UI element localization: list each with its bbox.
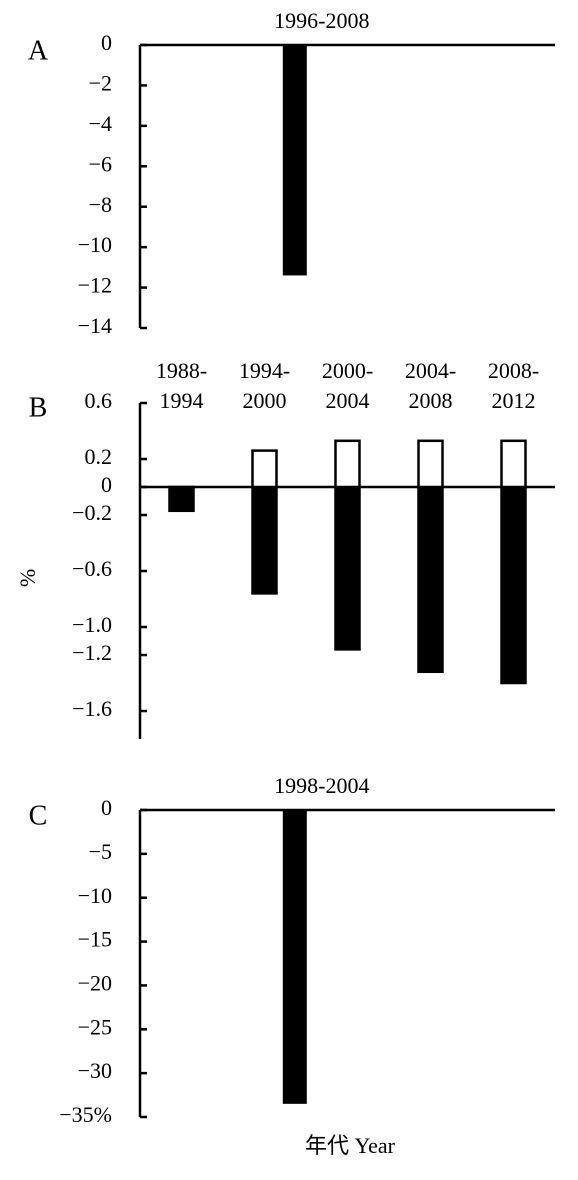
bar <box>251 449 278 489</box>
y-tick-label: −25 <box>78 1014 112 1039</box>
x-tick-label: 1988-1994 <box>155 358 208 413</box>
y-tick-label: −1.6 <box>72 696 112 721</box>
bar <box>251 485 278 595</box>
y-tick-label: −8 <box>89 192 112 217</box>
panel-letter: B <box>29 392 48 423</box>
y-tick-label: −2 <box>89 70 112 95</box>
x-tick-label: 2004-2008 <box>404 358 457 413</box>
x-tick-label: 1994-2000 <box>238 358 291 413</box>
x-tick-label: 2008-2012 <box>487 358 540 413</box>
bar <box>500 485 527 685</box>
y-tick-label: −14 <box>78 313 112 338</box>
bar <box>282 810 307 1104</box>
y-axis-label: % <box>15 569 40 587</box>
y-tick-label: −15 <box>78 927 112 952</box>
y-tick-label: 0.2 <box>85 444 113 469</box>
y-tick-label: 0 <box>101 472 112 497</box>
y-tick-label: −5 <box>89 839 112 864</box>
y-tick-label: −4 <box>89 111 112 136</box>
y-tick-label: −10 <box>78 883 112 908</box>
y-tick-label: −35% <box>59 1102 112 1127</box>
x-tick-label: 2000-2004 <box>321 358 374 413</box>
bar <box>334 485 361 651</box>
bar <box>417 439 444 489</box>
y-tick-label: 0 <box>101 30 112 55</box>
bar <box>168 485 195 513</box>
bar <box>282 45 307 276</box>
y-tick-label: −20 <box>78 970 112 995</box>
y-tick-label: −1.0 <box>72 612 112 637</box>
bar <box>417 485 444 674</box>
y-tick-label: 0.6 <box>85 388 113 413</box>
x-axis-label: 年代 Year <box>305 1133 396 1158</box>
y-tick-label: −30 <box>78 1058 112 1083</box>
y-tick-label: −10 <box>78 232 112 257</box>
bar <box>500 439 527 489</box>
y-tick-label: −0.2 <box>72 500 112 525</box>
y-tick-label: −6 <box>89 151 112 176</box>
x-tick-label: 1996-2008 <box>274 8 369 33</box>
y-tick-label: 0 <box>101 795 112 820</box>
y-tick-label: −12 <box>78 273 112 298</box>
panel-letter: C <box>29 800 48 831</box>
y-tick-label: −1.2 <box>72 640 112 665</box>
bar <box>334 439 361 489</box>
y-tick-label: −0.6 <box>72 556 112 581</box>
x-tick-label: 1998-2004 <box>274 773 369 798</box>
panel-letter: A <box>28 35 49 66</box>
